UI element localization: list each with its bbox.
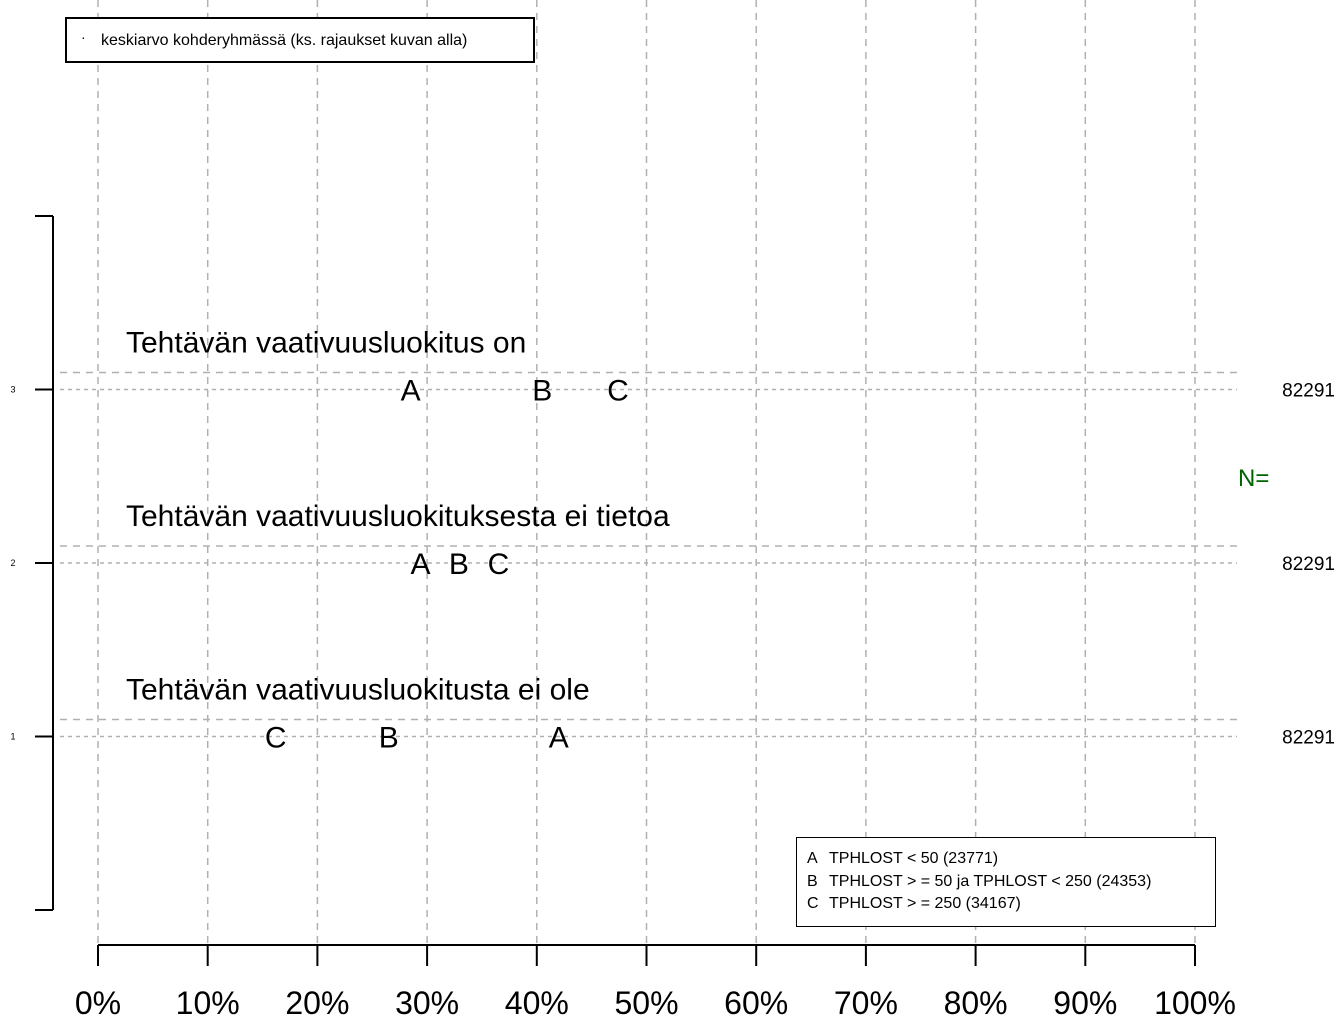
x-tick-label: 60%: [724, 985, 788, 1019]
group-key: A: [807, 850, 818, 867]
y-tick-label: 3: [10, 385, 15, 395]
group-point-b: B: [379, 722, 399, 755]
group-point-a: A: [549, 722, 569, 755]
group-legend-item-c: C TPHLOST > = 250 (34167): [807, 895, 1215, 918]
row-label: Tehtävän vaativuusluokitusta ei ole: [126, 674, 590, 707]
x-tick-label: 40%: [505, 985, 569, 1019]
group-point-c: C: [265, 722, 287, 755]
vertical-grid: [97, 0, 1196, 945]
x-tick-label: 50%: [614, 985, 678, 1019]
row-n-value: 82291: [1282, 554, 1335, 575]
group-point-b: B: [532, 375, 552, 408]
group-point-a: A: [411, 548, 431, 581]
group-key: B: [807, 872, 818, 890]
group-text: TPHLOST > = 250 (34167): [829, 895, 1021, 912]
group-point-a: A: [401, 375, 421, 408]
group-text: TPHLOST > = 50 ja TPHLOST < 250 (24353): [829, 872, 1152, 890]
x-tick-label: 0%: [75, 985, 121, 1019]
group-point-c: C: [607, 375, 629, 408]
legend-text: keskiarvo kohderyhmässä (ks. rajaukset k…: [101, 32, 468, 49]
group-point-c: C: [488, 548, 510, 581]
row-label: Tehtävän vaativuusluokitus on: [126, 327, 526, 360]
n-label: N=: [1238, 465, 1270, 492]
y-tick-label: 2: [10, 558, 15, 568]
group-key: C: [807, 895, 819, 912]
x-tick-label: 20%: [285, 985, 349, 1019]
x-tick-label: 80%: [944, 985, 1008, 1019]
x-tick-label: 100%: [1154, 985, 1236, 1019]
mean-legend: · keskiarvo kohderyhmässä (ks. rajaukset…: [65, 17, 535, 63]
x-tick-label: 30%: [395, 985, 459, 1019]
group-text: TPHLOST < 50 (23771): [829, 850, 999, 867]
group-legend-item-a: A TPHLOST < 50 (23771): [807, 850, 1215, 873]
horizontal-grid: [60, 371, 1237, 738]
row-n-value: 82291: [1282, 381, 1335, 402]
x-tick-label: 70%: [834, 985, 898, 1019]
group-point-b: B: [449, 548, 469, 581]
x-tick-label: 90%: [1053, 985, 1117, 1019]
legend-symbol: ·: [81, 29, 86, 45]
row-n-value: 82291: [1282, 728, 1335, 749]
row-label: Tehtävän vaativuusluokituksesta ei tieto…: [126, 500, 670, 533]
group-legend: A TPHLOST < 50 (23771) B TPHLOST > = 50 ja…: [796, 837, 1216, 927]
y-tick-label: 1: [10, 732, 15, 742]
x-tick-label: 10%: [176, 985, 240, 1019]
group-legend-item-b: B TPHLOST > = 50 ja TPHLOST < 250 (24353): [807, 873, 1215, 896]
x-axis: 0% 10% 20% 30% 40% 50% 60% 70% 80% 90% 100%: [75, 944, 1236, 1019]
y-axis: 1 2 3: [10, 215, 54, 911]
